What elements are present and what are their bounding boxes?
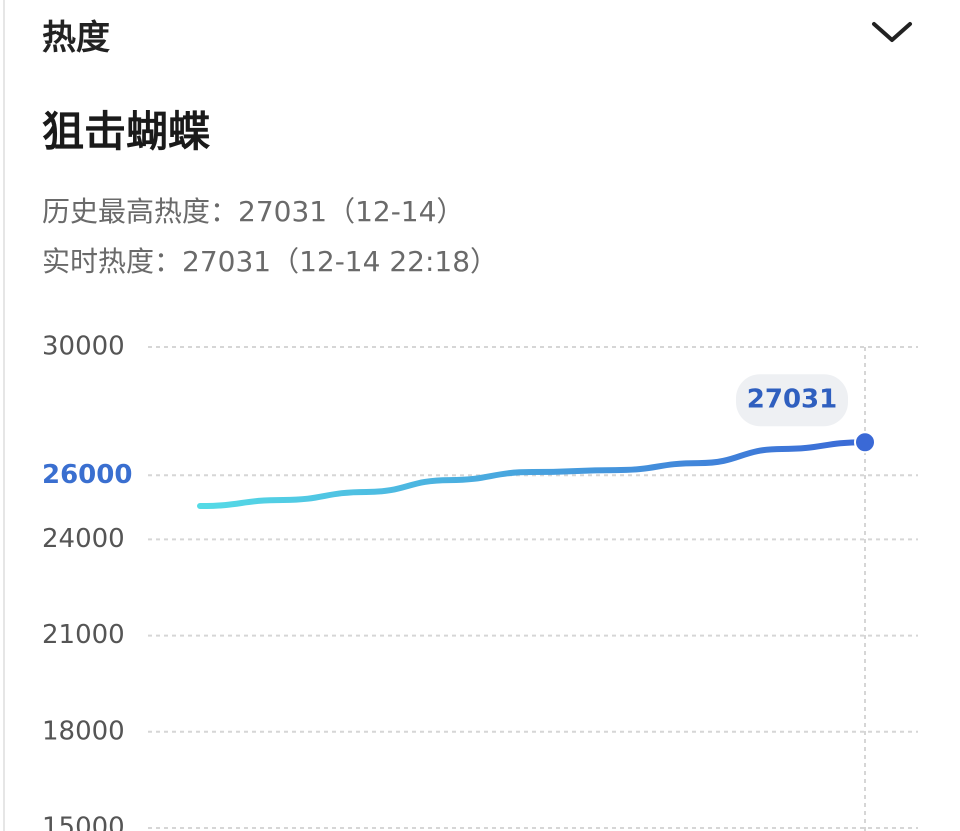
section-title: 热度	[42, 18, 110, 58]
point	[854, 431, 876, 454]
y-tick-label: 15000	[42, 813, 125, 831]
stat-line: 实时热度：27031（12-14 22:18）	[42, 245, 499, 278]
y-tick-label: 26000	[42, 460, 132, 490]
line	[197, 439, 868, 510]
topic-title: 狙击蝴蝶	[42, 107, 211, 156]
tooltip-value: 27031	[747, 385, 837, 415]
y-tick-label: 21000	[42, 620, 125, 650]
y-tick-label: 24000	[42, 524, 125, 554]
stat-line: 历史最高热度：27031（12-14）	[42, 195, 465, 228]
tooltip-bg	[736, 374, 848, 427]
collapse-chevron	[872, 22, 912, 42]
y-tick-label: 30000	[42, 332, 125, 362]
y-tick-label: 18000	[42, 716, 125, 746]
